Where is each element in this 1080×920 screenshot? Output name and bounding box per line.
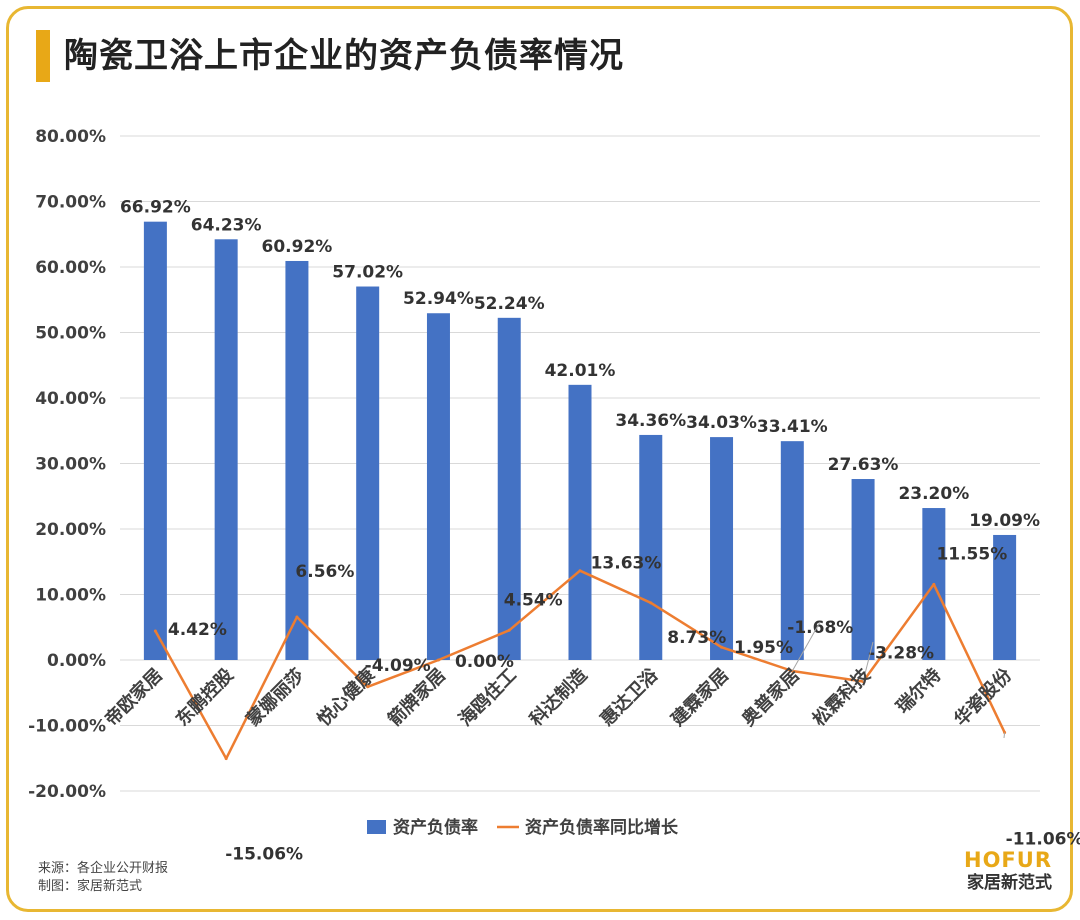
bar-data-label: 57.02% [332,263,403,283]
footer: 来源：各企业公开财报 制图：家居新范式 [38,860,168,896]
line-data-label: -1.68% [787,618,853,638]
label-leader-line [862,641,874,682]
bar-data-label: 64.23% [191,215,262,235]
y-tick-label: 70.00% [35,193,106,213]
chart-title: 陶瓷卫浴上市企业的资产负债率情况 [64,36,624,76]
line-data-label: 1.95% [734,638,793,658]
bar-data-label: 34.36% [615,411,686,431]
bar-data-label: 52.24% [474,294,545,314]
y-tick-label: 30.00% [35,455,106,475]
bar [356,286,380,660]
title-accent-bar [36,30,50,82]
y-tick-label: 80.00% [35,127,106,147]
line-data-label: -11.06% [1006,829,1080,849]
x-category-label: 建霖家居 [667,664,733,730]
y-tick-label: 60.00% [35,258,106,278]
legend-swatch-bar [367,820,386,834]
x-category-label: 瑞尔特 [892,664,946,718]
line-data-label: 11.55% [936,544,1007,564]
line-data-label: 6.56% [295,562,354,582]
line-point [295,615,299,619]
x-category-label: 蒙娜丽莎 [242,664,308,730]
line-point [720,645,724,649]
line-data-label: 13.63% [591,554,662,574]
bar-data-label: 60.92% [262,237,333,257]
line-point [153,629,157,633]
bar-data-label: 66.92% [120,198,191,218]
y-tick-label: 50.00% [35,324,106,344]
x-category-label: 海鸥住工 [454,664,520,730]
line-data-label: 0.00% [455,652,514,672]
bar-data-label: 23.20% [898,484,969,504]
legend-label-bar: 资产负债率 [393,817,478,838]
x-category-label: 奥普家居 [737,664,803,730]
line-data-label: 4.54% [504,590,563,610]
line-point [507,628,511,632]
bar-data-label: 27.63% [828,455,899,475]
y-tick-label: -10.00% [28,717,106,737]
line-data-label: -15.06% [225,845,303,865]
bar-data-label: 19.09% [969,511,1040,531]
bar [780,441,804,660]
x-category-label: 悦心健康 [313,663,380,730]
footer-maker: 制图：家居新范式 [38,879,143,894]
bar-data-label: 34.03% [686,413,757,433]
brand-logo-cn: 家居新范式 [967,873,1052,893]
bar [710,437,734,660]
y-tick-label: 10.00% [35,586,106,606]
chart-frame [6,6,1073,912]
brand-logo-en: HOFUR [964,848,1052,872]
bar-data-label: 52.94% [403,289,474,309]
bar [214,239,238,660]
x-category-label: 帝欧家居 [100,664,166,730]
line-point [932,582,936,586]
brand-logo: HOFUR 家居新范式 [964,848,1052,894]
y-tick-label: 0.00% [47,651,106,671]
bar-data-label: 33.41% [757,417,828,437]
x-category-label: 松霖科技 [808,663,875,730]
line-point [366,685,370,689]
label-leader-line [791,621,821,672]
y-tick-label: 40.00% [35,389,106,409]
bar [426,313,450,660]
line-point [578,569,582,573]
bar [851,479,875,660]
line-data-label: 4.42% [168,620,227,640]
bar [497,317,521,660]
line-point [436,658,440,662]
bar [285,260,309,660]
line-point [224,757,228,761]
bar [993,534,1017,660]
bar [143,221,167,660]
x-category-label: 惠达卫浴 [596,663,663,730]
legend-label-line: 资产负债率同比增长 [525,817,679,838]
line-data-label: 8.73% [667,628,726,648]
label-leader-line [1003,732,1006,739]
line-data-label: -4.09% [365,656,431,676]
line-point [649,601,653,605]
x-category-label: 科达制造 [525,664,591,730]
bar [639,434,663,660]
y-tick-label: -20.00% [28,782,106,802]
line-data-label: -3.28% [868,643,934,663]
bar [568,384,592,660]
x-category-label: 华瓷股份 [950,663,1017,730]
footer-source: 来源：各企业公开财报 [38,861,169,876]
bar-data-label: 42.01% [545,361,616,381]
y-tick-label: 20.00% [35,520,106,540]
